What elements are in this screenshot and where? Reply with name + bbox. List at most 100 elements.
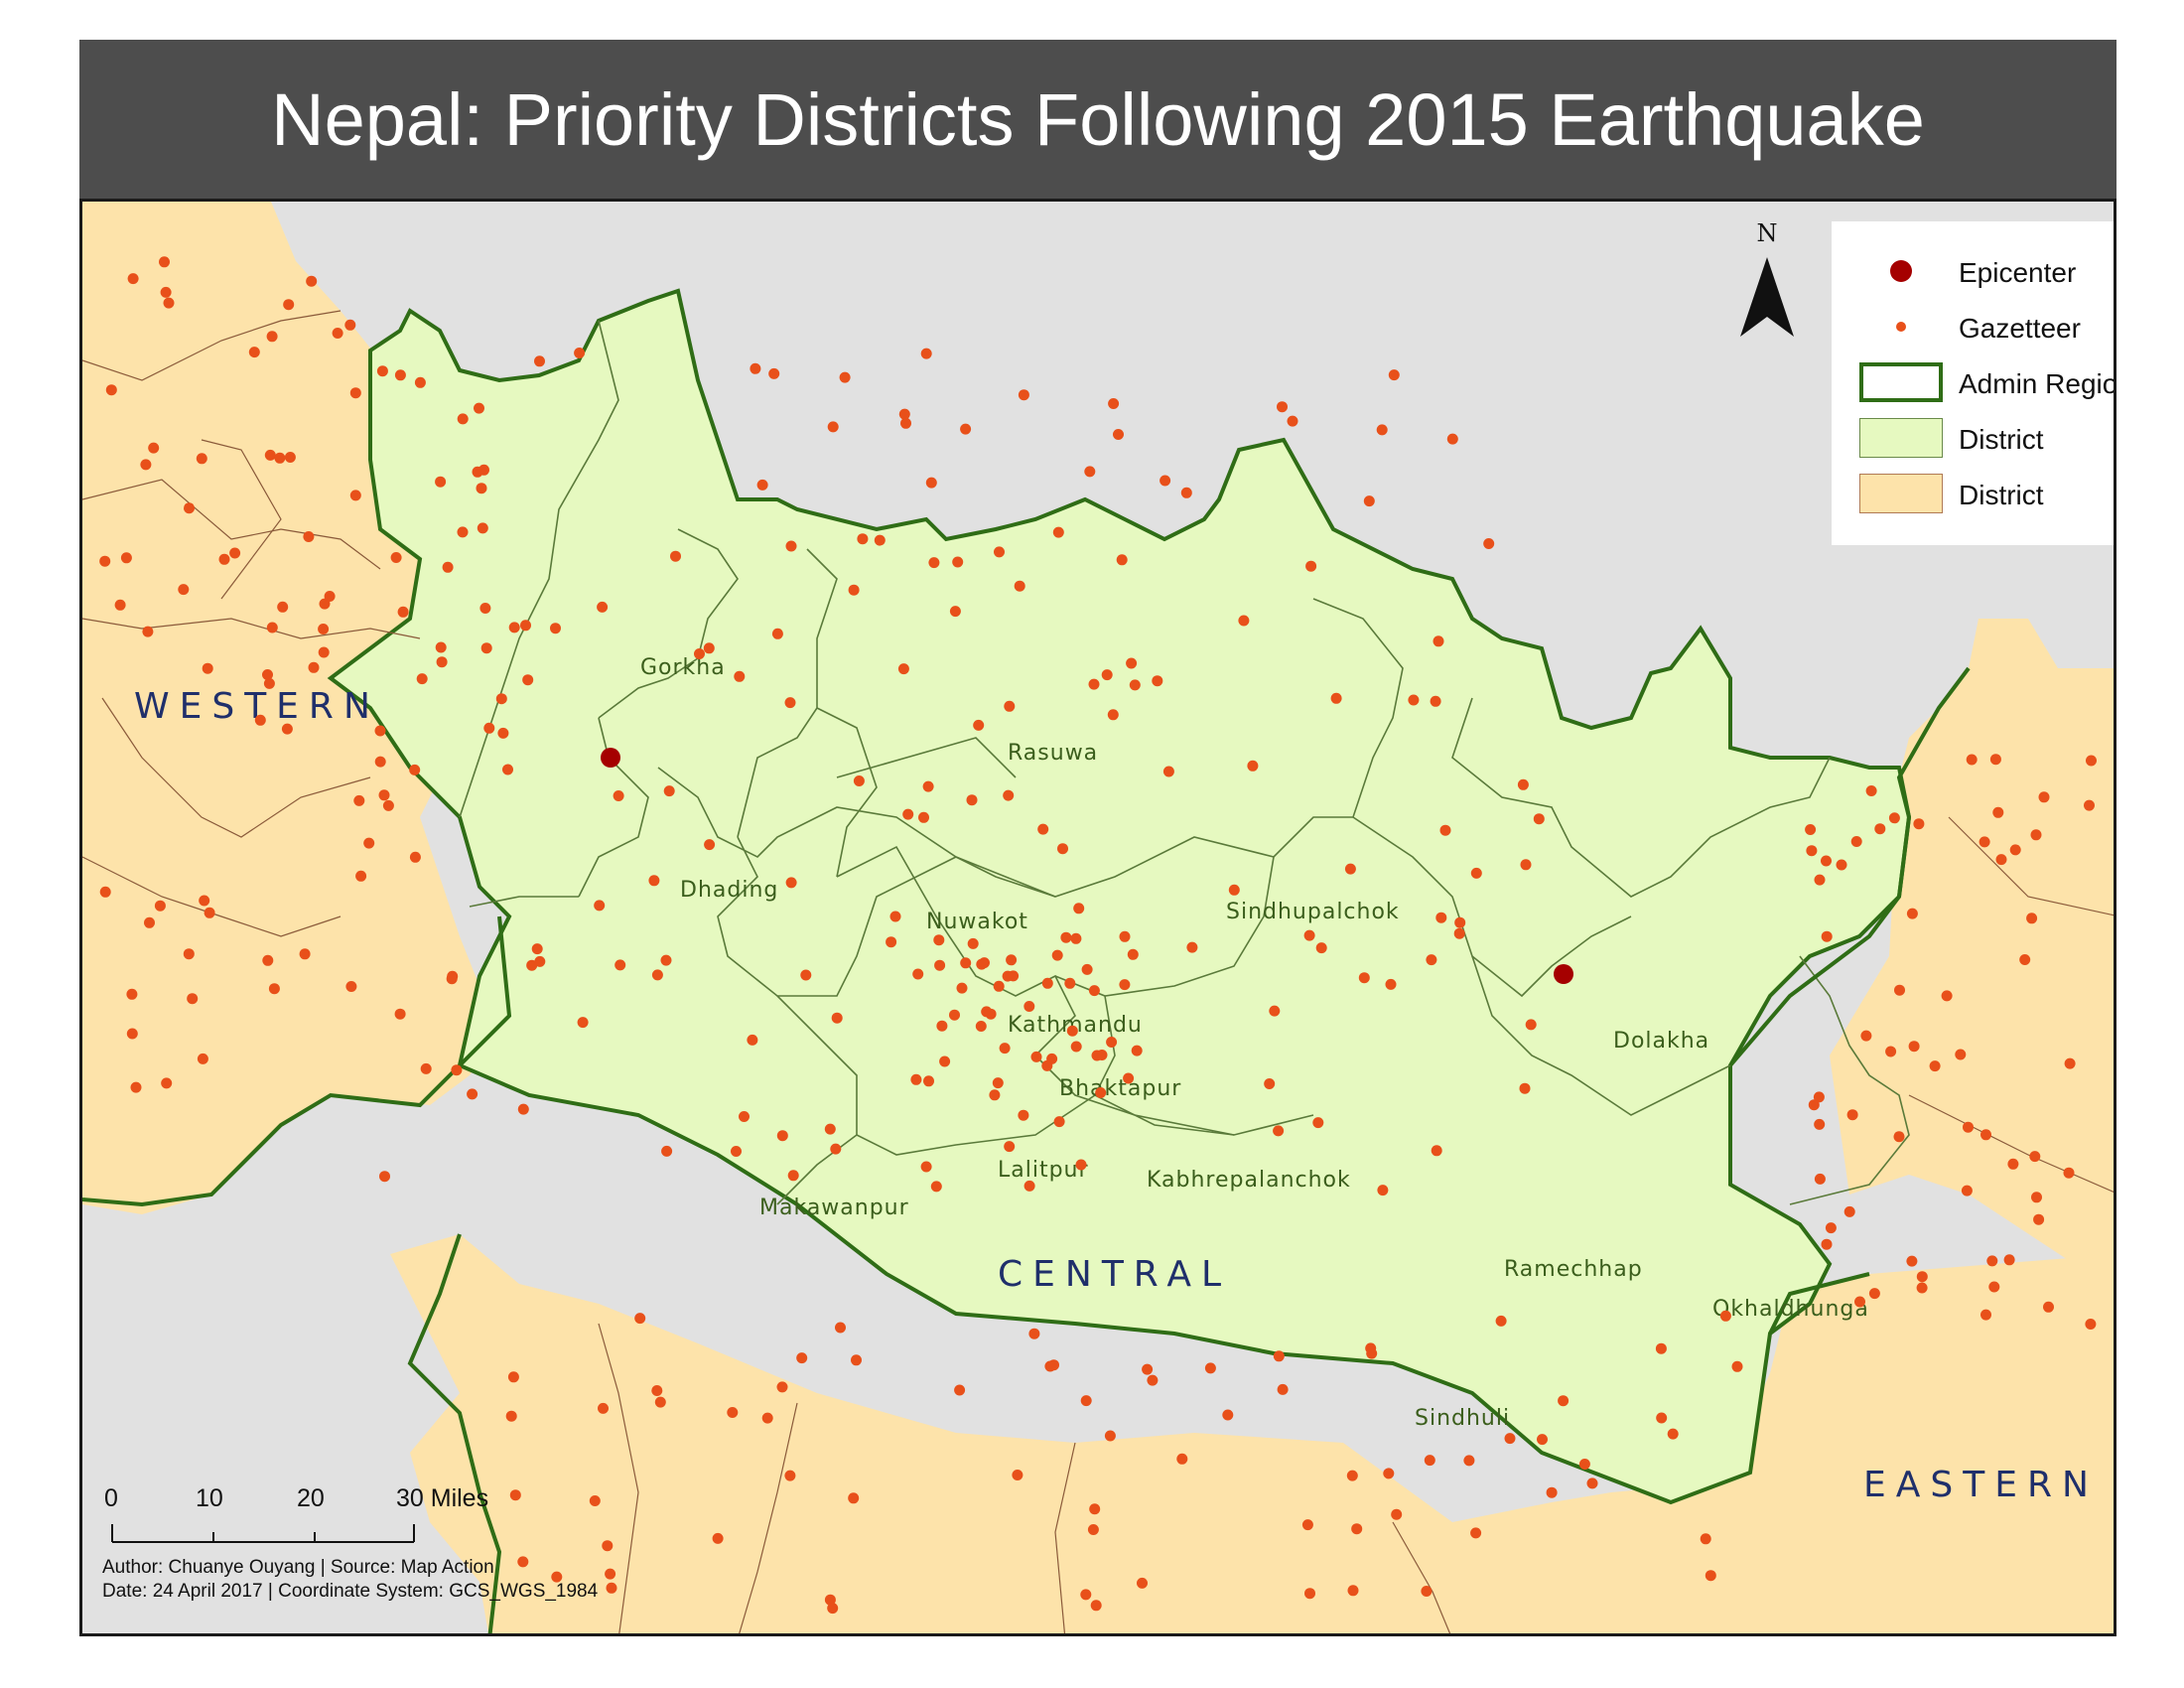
gazetteer-point <box>1806 845 1818 857</box>
gazetteer-point <box>160 286 172 298</box>
gazetteer-point <box>495 693 507 705</box>
legend: Epicenter Gazetteer Admin Region Distric… <box>1832 221 2114 545</box>
district-label-bhaktapur: Bhaktapur <box>1059 1076 1181 1101</box>
gazetteer-point <box>1495 1315 1507 1327</box>
gazetteer-point <box>416 673 428 685</box>
district-label-ramechhap: Ramechhap <box>1504 1257 1643 1282</box>
gazetteer-point <box>1358 972 1370 984</box>
gazetteer-point <box>605 1568 616 1580</box>
gazetteer-point <box>1004 1141 1016 1153</box>
gazetteer-point <box>114 599 126 611</box>
gazetteer-point <box>886 936 897 948</box>
gazetteer-point <box>1127 948 1139 960</box>
gazetteer-point <box>1929 1060 1941 1072</box>
gazetteer-point <box>376 365 388 377</box>
gazetteer-point <box>1865 785 1877 796</box>
gazetteer-point <box>2009 844 2021 856</box>
gazetteer-point <box>800 969 812 981</box>
gazetteer-point <box>1089 1503 1101 1515</box>
gazetteer-point <box>517 1556 529 1568</box>
gazetteer-point <box>442 561 454 573</box>
gazetteer-point <box>967 937 979 949</box>
gazetteer-point <box>1277 1383 1289 1395</box>
gazetteer-point <box>930 1181 942 1193</box>
gazetteer-point <box>602 1540 614 1552</box>
gazetteer-point <box>507 1371 519 1383</box>
gazetteer-point <box>479 603 491 614</box>
gazetteer-point <box>248 347 260 358</box>
gazetteer-point <box>2019 954 2031 965</box>
gazetteer-point <box>827 421 839 433</box>
gazetteer-point <box>409 851 421 863</box>
gazetteer-point <box>785 877 797 889</box>
gazetteer-point <box>577 1017 589 1029</box>
gazetteer-point <box>1439 824 1451 836</box>
gazetteer-point <box>975 1021 987 1032</box>
gazetteer-point <box>933 934 945 946</box>
gazetteer-point <box>1004 700 1016 712</box>
legend-item-district-priority: District <box>1832 418 2114 462</box>
map-canvas: Gorkha Dhading Rasuwa Nuwakot Sindhupalc… <box>82 202 2114 1633</box>
gazetteer-point <box>268 983 280 995</box>
gazetteer-point <box>1705 1570 1716 1582</box>
gazetteer-point <box>1052 526 1064 538</box>
gazetteer-point <box>761 1412 773 1424</box>
gazetteer-point <box>394 1008 406 1020</box>
gazetteer-point <box>130 1081 142 1093</box>
gazetteer-point <box>308 661 320 673</box>
gazetteer-point <box>1064 977 1076 989</box>
gazetteer-point <box>502 764 513 775</box>
gazetteer-point <box>2038 791 2050 803</box>
priority-area <box>327 288 1912 1505</box>
gazetteer-point <box>739 1111 750 1122</box>
gazetteer-point <box>284 452 296 463</box>
gazetteer-point <box>264 449 276 461</box>
gazetteer-point <box>613 790 624 801</box>
gazetteer-point <box>197 1053 208 1064</box>
gazetteer-point <box>1989 754 2001 766</box>
gazetteer-point <box>531 943 543 955</box>
gazetteer-point <box>480 642 492 654</box>
gazetteer-point <box>2030 829 2042 841</box>
gazetteer-point <box>1084 466 1096 478</box>
gazetteer-point <box>1941 990 1953 1002</box>
gazetteer-point <box>1558 1395 1570 1407</box>
gazetteer-point <box>1073 903 1085 914</box>
gazetteer-point <box>1101 669 1113 681</box>
gazetteer-point <box>184 502 195 514</box>
gazetteer-point <box>274 452 286 464</box>
gazetteer-point <box>508 622 520 633</box>
gazetteer-point <box>1988 1281 2000 1293</box>
gazetteer-point <box>1162 766 1174 777</box>
gazetteer-point <box>1955 1049 1967 1060</box>
map-title: Nepal: Priority Districts Following 2015… <box>271 77 1925 161</box>
gazetteer-point <box>1517 778 1529 790</box>
gazetteer-point <box>126 1028 138 1040</box>
gazetteer-point <box>1024 1180 1035 1192</box>
scale-tick-label: 0 <box>104 1484 118 1512</box>
gazetteer-point <box>994 546 1005 558</box>
gazetteer-point <box>2063 1167 2075 1179</box>
gazetteer-point <box>1051 949 1063 961</box>
epicenter-marker-gorkha[interactable] <box>601 748 620 768</box>
gazetteer-point <box>1391 1508 1403 1520</box>
gazetteer-point <box>851 1354 862 1366</box>
gazetteer-point <box>1137 1577 1148 1589</box>
gazetteer-point <box>973 719 985 731</box>
gazetteer-point <box>827 1603 839 1615</box>
epicenter-marker-dolakha[interactable] <box>1554 964 1573 984</box>
gazetteer-point <box>704 839 716 851</box>
gazetteer-point <box>457 413 469 425</box>
gazetteer-dot-icon <box>1859 307 1943 347</box>
gazetteer-point <box>1519 1082 1531 1094</box>
gazetteer-point <box>1470 867 1482 879</box>
gazetteer-point <box>379 1171 390 1183</box>
gazetteer-point <box>509 1489 521 1501</box>
gazetteer-point <box>776 1130 788 1142</box>
gazetteer-point <box>349 387 361 399</box>
gazetteer-point <box>750 362 761 374</box>
gazetteer-point <box>1888 812 1900 824</box>
gazetteer-point <box>522 674 534 686</box>
gazetteer-point <box>1080 1589 1092 1601</box>
gazetteer-point <box>1808 1099 1820 1111</box>
